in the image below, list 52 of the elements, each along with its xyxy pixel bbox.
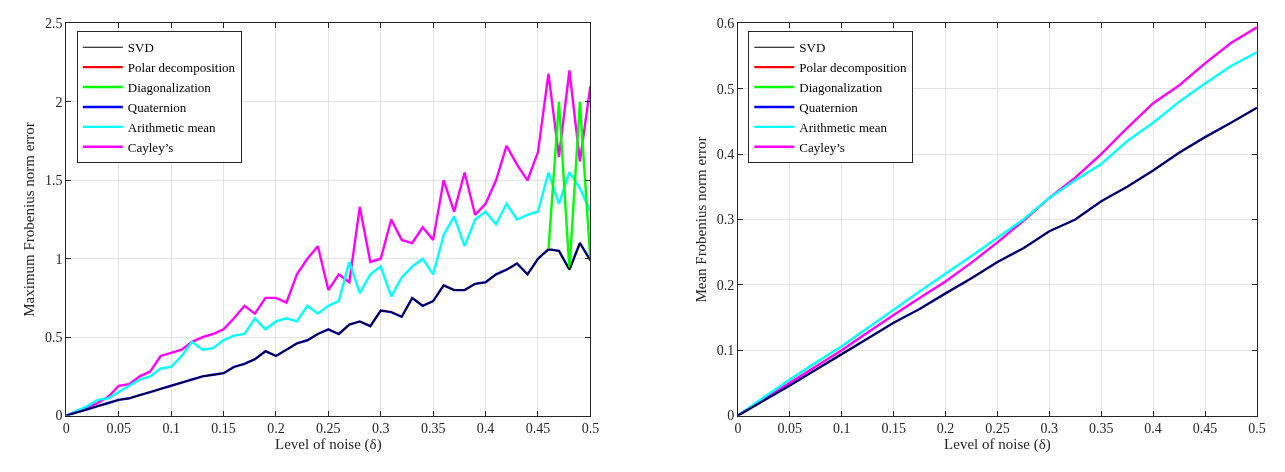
legend-label: Quaternion [799,100,859,116]
x-tick-label: 0.1 [162,421,180,437]
y-tick-label: 0.2 [716,277,735,293]
legend-label: SVD [127,40,154,56]
x-tick-label: 0.15 [881,421,906,437]
x-tick-label: 0.25 [985,421,1010,437]
x-axis-title: Level of noise (δ) [275,436,382,454]
x-tick-label: 0.05 [106,421,131,437]
y-tick-label: 2 [55,94,63,110]
legend-label: Cayley’s [799,139,845,155]
x-tick-label: 0.25 [316,421,341,437]
legend-label: Cayley’s [127,139,174,155]
x-tick-label: 0.45 [1192,421,1218,437]
x-tick-label: 0.05 [777,421,803,437]
x-tick-label: 0.45 [525,421,551,437]
x-tick-label: 0.2 [936,421,955,437]
y-tick-label: 0 [55,408,63,424]
legend-label: Quaternion [127,100,187,116]
x-tick-label: 0.4 [1144,421,1162,437]
line-series [547,100,591,271]
x-axis-title: Level of noise (δ) [944,436,1051,454]
y-tick-label: 1 [55,251,63,267]
legend-label: Arithmetic mean [799,119,888,135]
x-tick-label: 0.3 [1040,421,1059,437]
y-axis-title: Maximum Frobenius norm error [21,122,38,317]
line-series [66,242,591,416]
y-tick-label: 0.4 [716,147,735,163]
y-tick-label: 1.5 [45,173,63,189]
y-tick-label: 0.6 [716,16,735,32]
legend-label: Arithmetic mean [127,119,217,135]
x-tick-label: 0.2 [267,421,285,437]
x-tick-label: 0.3 [372,421,390,437]
y-tick-label: 0.1 [716,343,735,359]
y-tick-label: 0.5 [45,330,63,346]
legend-label: SVD [799,40,826,56]
y-tick-label: 2.5 [45,16,63,32]
line-series [66,171,591,416]
legend-label: Polar decomposition [799,60,908,76]
x-tick-label: 0.5 [581,421,600,437]
legend-label: Diagonalization [799,80,883,96]
y-tick-label: 0 [727,408,735,424]
y-tick-label: 0.5 [716,81,735,97]
x-tick-label: 0.5 [1248,421,1266,437]
y-axis-title: Mean Frobenius norm error [692,136,709,303]
x-tick-label: 0.4 [476,421,495,437]
y-tick-label: 0.3 [716,212,735,228]
legend-label: Diagonalization [127,80,212,96]
legend-label: Polar decomposition [127,60,236,76]
x-tick-label: 0.35 [420,421,446,437]
x-tick-label: 0.1 [832,421,851,437]
x-tick-label: 0.35 [1088,421,1114,437]
x-tick-label: 0.15 [211,421,236,437]
